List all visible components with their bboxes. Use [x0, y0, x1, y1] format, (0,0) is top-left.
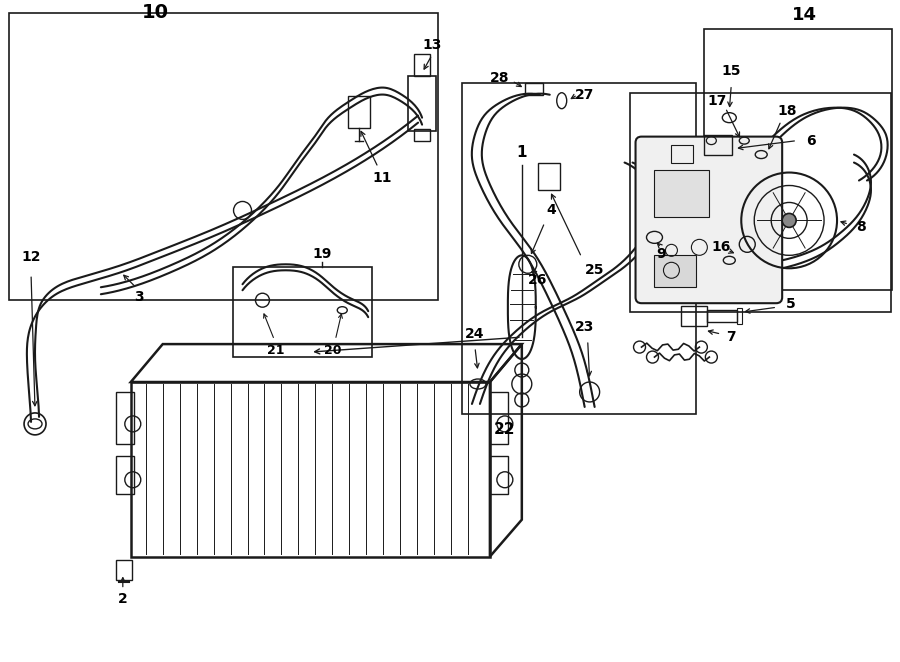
Bar — [462, 83, 697, 414]
Bar — [116, 392, 134, 444]
Text: 2: 2 — [118, 592, 128, 606]
FancyBboxPatch shape — [635, 136, 782, 303]
Text: 28: 28 — [491, 71, 509, 85]
Bar — [490, 392, 508, 444]
Bar — [232, 267, 373, 357]
Text: 12: 12 — [22, 250, 40, 264]
Bar — [490, 456, 508, 494]
Text: 15: 15 — [722, 64, 741, 77]
Bar — [9, 13, 438, 300]
Text: 11: 11 — [373, 171, 392, 185]
Bar — [707, 310, 737, 322]
Bar — [408, 75, 436, 130]
Bar — [654, 256, 697, 287]
Bar — [654, 169, 709, 217]
Bar — [414, 128, 430, 140]
Text: 24: 24 — [465, 327, 485, 341]
Text: 26: 26 — [528, 273, 547, 287]
Text: 18: 18 — [778, 104, 796, 118]
Text: 13: 13 — [422, 38, 442, 52]
Text: 16: 16 — [712, 240, 731, 254]
Text: 22: 22 — [494, 422, 516, 438]
Text: 17: 17 — [707, 94, 727, 108]
Text: 27: 27 — [575, 88, 594, 102]
Bar — [525, 83, 543, 95]
Bar — [681, 307, 707, 326]
Text: 14: 14 — [792, 6, 816, 24]
Text: 8: 8 — [856, 220, 866, 234]
Bar — [630, 93, 891, 312]
Bar — [414, 54, 430, 75]
Text: 3: 3 — [134, 290, 144, 305]
Text: 9: 9 — [657, 248, 666, 261]
Text: 5: 5 — [787, 297, 796, 311]
Bar — [116, 559, 131, 579]
Text: 25: 25 — [585, 263, 605, 277]
Bar — [538, 163, 560, 191]
Text: 23: 23 — [575, 320, 594, 334]
Text: 7: 7 — [726, 330, 736, 344]
Bar — [348, 96, 370, 128]
Bar — [705, 134, 733, 154]
Text: 20: 20 — [323, 344, 341, 357]
Bar — [705, 29, 892, 290]
Circle shape — [782, 213, 796, 227]
Text: 21: 21 — [266, 344, 284, 357]
Text: 19: 19 — [312, 248, 332, 261]
Bar — [116, 456, 134, 494]
Text: 10: 10 — [142, 3, 169, 23]
Text: 6: 6 — [806, 134, 816, 148]
Text: 4: 4 — [547, 203, 556, 217]
Bar — [737, 308, 742, 324]
Bar — [671, 144, 693, 163]
Text: 1: 1 — [517, 145, 527, 160]
